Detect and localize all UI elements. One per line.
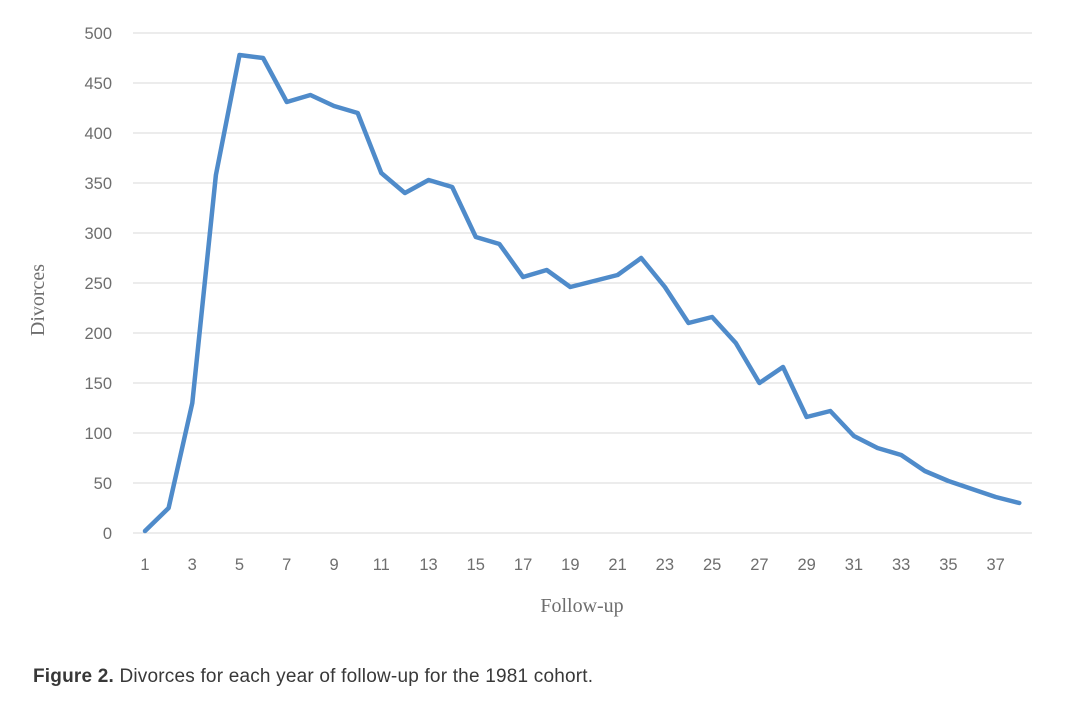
x-tick-label-35: 35 — [939, 556, 957, 574]
y-axis-title: Divorces — [27, 264, 49, 336]
x-tick-label-17: 17 — [514, 556, 532, 574]
y-tick-label-150: 150 — [84, 375, 112, 393]
y-tick-label-200: 200 — [84, 325, 112, 343]
x-tick-label-23: 23 — [656, 556, 674, 574]
y-tick-label-400: 400 — [84, 125, 112, 143]
y-tick-label-300: 300 — [84, 225, 112, 243]
x-tick-label-1: 1 — [140, 556, 149, 574]
caption-label: Figure 2. — [33, 666, 114, 687]
caption-body: Divorces for each year of follow-up for … — [113, 666, 594, 687]
x-tick-label-7: 7 — [282, 556, 291, 574]
x-tick-label-5: 5 — [235, 556, 244, 574]
x-axis-title: Follow-up — [540, 595, 623, 617]
x-tick-label-19: 19 — [561, 556, 579, 574]
x-tick-label-33: 33 — [892, 556, 910, 574]
x-tick-label-31: 31 — [845, 556, 863, 574]
x-tick-label-11: 11 — [373, 556, 390, 574]
x-tick-label-3: 3 — [188, 556, 197, 574]
x-tick-label-27: 27 — [750, 556, 768, 574]
y-tick-label-0: 0 — [103, 525, 112, 543]
y-tick-label-50: 50 — [94, 475, 112, 493]
x-tick-label-29: 29 — [797, 556, 815, 574]
x-tick-label-9: 9 — [329, 556, 338, 574]
figure-caption: Figure 2. Divorces for each year of foll… — [33, 666, 593, 688]
x-tick-label-25: 25 — [703, 556, 721, 574]
divorces-series-line — [142, 52, 1022, 534]
x-tick-label-21: 21 — [608, 556, 626, 574]
y-tick-label-500: 500 — [84, 25, 112, 43]
x-tick-label-13: 13 — [419, 556, 437, 574]
y-tick-label-100: 100 — [84, 425, 112, 443]
y-tick-label-250: 250 — [84, 275, 112, 293]
x-tick-label-15: 15 — [467, 556, 485, 574]
x-tick-label-37: 37 — [987, 556, 1005, 574]
y-tick-label-350: 350 — [84, 175, 112, 193]
y-tick-label-450: 450 — [84, 75, 112, 93]
